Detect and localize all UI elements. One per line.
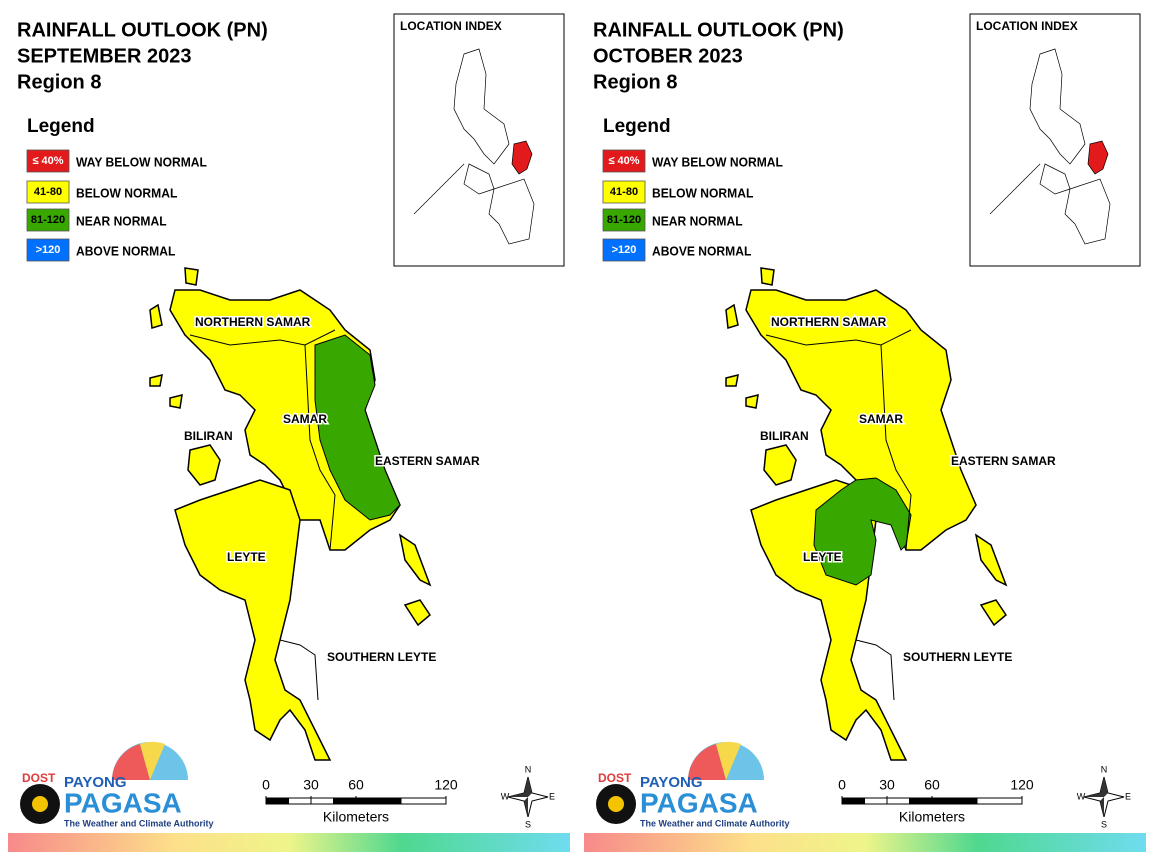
region-label: LEYTE	[227, 550, 266, 564]
region-label: EASTERN SAMAR	[951, 454, 1056, 468]
legend-key: >120	[612, 244, 637, 256]
legend-key: 81-120	[31, 214, 65, 226]
logo-line2: PAGASA	[64, 787, 182, 818]
panel-title: Region 8	[17, 71, 101, 93]
logo-umbrella	[688, 744, 726, 780]
panel: RAINFALL OUTLOOK (PN) OCTOBER 2023 Region …	[584, 13, 1146, 852]
legend-label: BELOW NORMAL	[76, 186, 178, 200]
scale-segment	[288, 797, 312, 805]
scale-unit: Kilometers	[899, 809, 965, 825]
scale-segment	[400, 797, 447, 805]
color-band	[584, 833, 1146, 852]
logo-line1: PAYONG	[640, 774, 703, 791]
region-label: BILIRAN	[760, 429, 809, 443]
region-label: NORTHERN SAMAR	[771, 315, 887, 329]
scale-label: 120	[434, 777, 458, 793]
panel-title: Region 8	[593, 71, 677, 93]
compass-letter: N	[525, 764, 532, 774]
region-label: SOUTHERN LEYTE	[903, 650, 1012, 664]
legend-key: 41-80	[34, 186, 62, 198]
legend-label: WAY BELOW NORMAL	[652, 155, 783, 169]
legend-swatch	[602, 149, 646, 173]
location-index-title: LOCATION INDEX	[976, 19, 1078, 33]
logo-line2: PAGASA	[640, 787, 758, 818]
scale-label: 60	[924, 777, 940, 793]
legend-title: Legend	[27, 116, 95, 137]
region-label: BILIRAN	[184, 429, 233, 443]
compass-letter: E	[549, 791, 555, 801]
scale-segment	[265, 797, 289, 805]
compass-letter: S	[525, 819, 531, 829]
scale-label: 60	[348, 777, 364, 793]
legend-key: >120	[36, 244, 61, 256]
logo-agency: DOST	[598, 771, 632, 785]
legend-key: 81-120	[607, 214, 641, 226]
region-label: SOUTHERN LEYTE	[327, 650, 436, 664]
scale-segment	[909, 797, 933, 805]
region-label: LEYTE	[803, 550, 842, 564]
compass-letter: E	[1125, 791, 1131, 801]
logo-umbrella	[112, 744, 150, 780]
panel-title: RAINFALL OUTLOOK (PN)	[593, 19, 844, 41]
panel: RAINFALL OUTLOOK (PN) SEPTEMBER 2023 Regio…	[8, 13, 570, 852]
scale-segment	[355, 797, 402, 805]
legend-swatch	[602, 180, 646, 204]
legend-swatch	[26, 149, 70, 173]
logo-umbrella	[140, 741, 165, 780]
region-label: SAMAR	[283, 412, 327, 426]
legend-label: ABOVE NORMAL	[652, 244, 752, 258]
panel-title: SEPTEMBER 2023	[17, 45, 192, 67]
scale-segment	[864, 797, 888, 805]
legend-key: 41-80	[610, 186, 638, 198]
legend-label: NEAR NORMAL	[652, 214, 743, 228]
color-band	[8, 833, 570, 852]
compass-rose	[1084, 777, 1108, 817]
scale-segment	[931, 797, 978, 805]
legend-swatch	[26, 238, 70, 262]
compass-letter: S	[1101, 819, 1107, 829]
panel-title: RAINFALL OUTLOOK (PN)	[17, 19, 268, 41]
scale-segment	[310, 797, 334, 805]
legend-key: ≤ 40%	[32, 155, 63, 167]
logo-umbrella	[716, 741, 741, 780]
scale-label: 30	[879, 777, 895, 793]
scale-segment	[841, 797, 865, 805]
scale-label: 30	[303, 777, 319, 793]
logo-seal	[608, 796, 624, 812]
logo-seal	[32, 796, 48, 812]
legend-key: ≤ 40%	[608, 155, 639, 167]
legend-swatch	[26, 208, 70, 232]
logo-tagline: The Weather and Climate Authority	[640, 818, 790, 828]
region-label: NORTHERN SAMAR	[195, 315, 311, 329]
legend-label: WAY BELOW NORMAL	[76, 155, 207, 169]
region-label: SAMAR	[859, 412, 903, 426]
scale-segment	[886, 797, 910, 805]
compass-letter: W	[1077, 791, 1086, 801]
legend-label: NEAR NORMAL	[76, 214, 167, 228]
panel-title: OCTOBER 2023	[593, 45, 743, 67]
legend-label: BELOW NORMAL	[652, 186, 754, 200]
compass-letter: N	[1101, 764, 1108, 774]
scale-label: 0	[838, 777, 846, 793]
logo-line1: PAYONG	[64, 774, 127, 791]
compass-letter: W	[501, 791, 510, 801]
legend-title: Legend	[603, 116, 671, 137]
scale-segment	[333, 797, 357, 805]
region-label: EASTERN SAMAR	[375, 454, 480, 468]
legend-swatch	[26, 180, 70, 204]
location-index-title: LOCATION INDEX	[400, 19, 502, 33]
legend-swatch	[602, 238, 646, 262]
scale-label: 120	[1010, 777, 1034, 793]
logo-tagline: The Weather and Climate Authority	[64, 818, 214, 828]
legend-label: ABOVE NORMAL	[76, 244, 176, 258]
scale-label: 0	[262, 777, 270, 793]
scale-unit: Kilometers	[323, 809, 389, 825]
scale-segment	[976, 797, 1023, 805]
compass-rose	[508, 777, 532, 817]
logo-agency: DOST	[22, 771, 56, 785]
legend-swatch	[602, 208, 646, 232]
